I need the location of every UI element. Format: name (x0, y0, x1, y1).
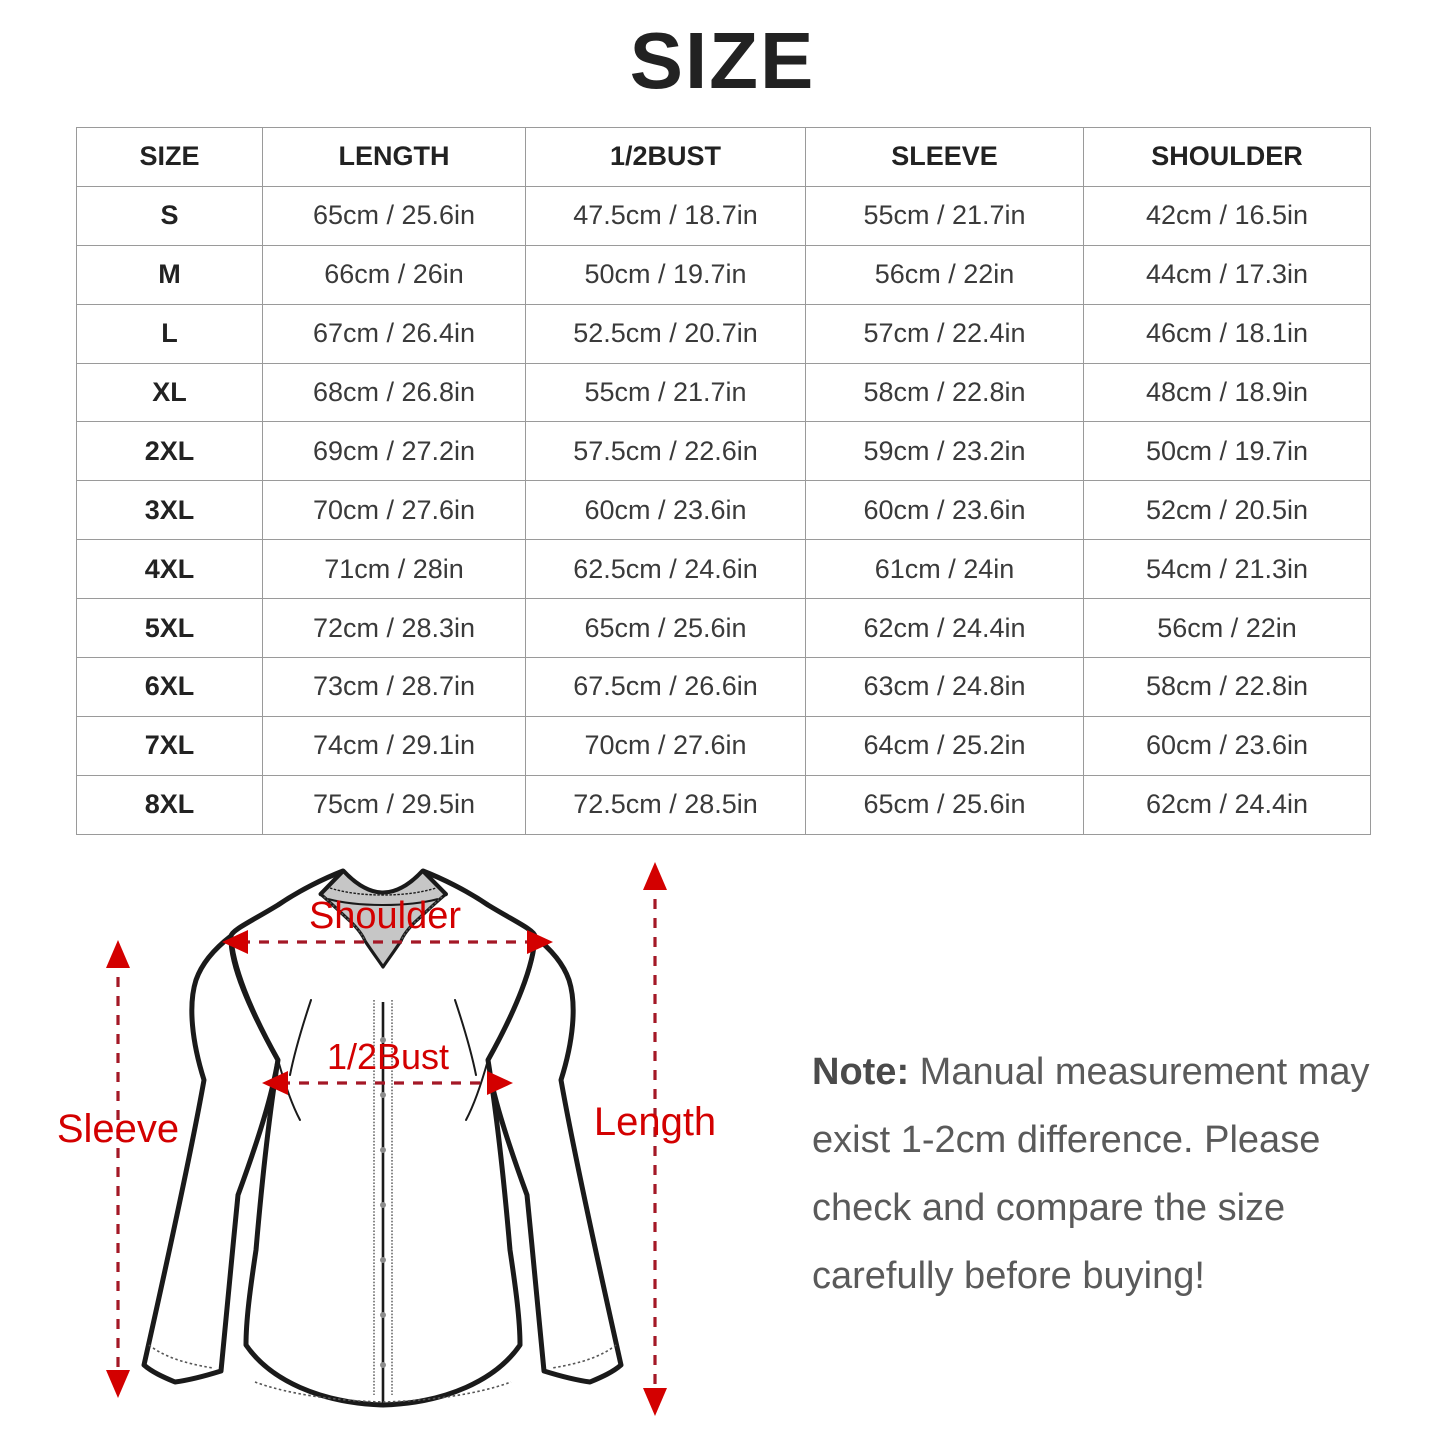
svg-text:Length: Length (594, 1100, 716, 1144)
svg-text:Shoulder: Shoulder (309, 895, 461, 937)
svg-text:Sleeve: Sleeve (57, 1107, 179, 1151)
svg-text:1/2Bust: 1/2Bust (327, 1036, 449, 1077)
